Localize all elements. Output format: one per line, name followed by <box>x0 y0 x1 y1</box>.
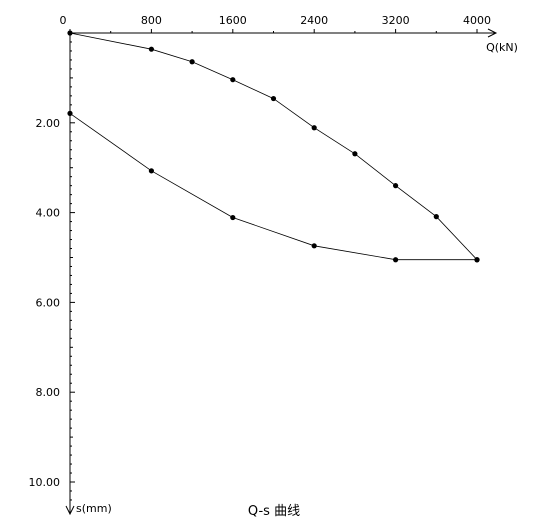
series-0-point-0 <box>67 30 73 36</box>
series-0-point-3 <box>230 77 236 83</box>
series-1-point-3 <box>230 214 236 221</box>
x-ticks: 0 800 1600 2400 3200 4000 <box>60 14 491 33</box>
series-group <box>67 30 480 263</box>
series-1-point-1 <box>393 257 399 263</box>
chart-title: Q-s 曲线 <box>248 504 300 519</box>
x-tick-label-2: 1600 <box>219 14 247 27</box>
y-axis-label: s(mm) <box>76 502 112 515</box>
y-tick-label-3: 8.00 <box>36 386 61 399</box>
x-axis-label: Q(kN) <box>486 41 518 54</box>
x-tick-label-4: 3200 <box>382 14 410 27</box>
y-axis-arrow <box>65 505 75 516</box>
series-1-point-0 <box>474 257 480 263</box>
series-1-point-5 <box>67 110 73 116</box>
series-0-point-8 <box>433 214 439 220</box>
x-tick-label-0: 0 <box>60 14 67 27</box>
y-tick-label-0: 2.00 <box>36 117 61 130</box>
series-0-point-5 <box>311 125 317 131</box>
series-0-point-7 <box>393 183 399 189</box>
x-tick-label-1: 800 <box>141 14 162 27</box>
series-0-point-1 <box>148 46 154 52</box>
series-1-point-2 <box>311 243 317 249</box>
x-axis-arrow <box>487 28 498 38</box>
x-tick-label-5: 4000 <box>463 14 491 27</box>
series-0-point-6 <box>352 151 358 157</box>
y-tick-label-1: 4.00 <box>36 207 61 220</box>
y-tick-label-2: 6.00 <box>36 296 61 309</box>
series-0-point-2 <box>189 59 195 65</box>
series-0-point-4 <box>270 95 277 102</box>
axes <box>65 28 498 516</box>
x-tick-label-3: 2400 <box>300 14 328 27</box>
series-1-point-4 <box>148 168 154 174</box>
series-1-line <box>69 113 477 261</box>
y-tick-label-4: 10.00 <box>29 476 61 489</box>
series-0-line <box>69 32 478 260</box>
y-ticks: 2.00 4.00 6.00 8.00 10.00 <box>29 41 75 501</box>
